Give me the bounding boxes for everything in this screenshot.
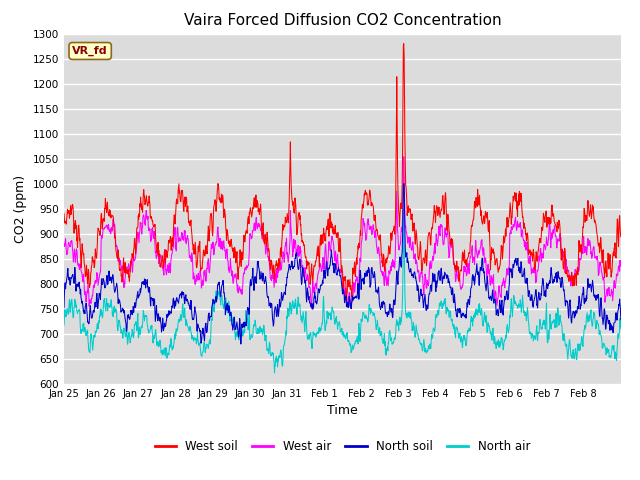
Legend: West soil, West air, North soil, North air: West soil, West air, North soil, North a… (150, 435, 535, 458)
Text: VR_fd: VR_fd (72, 46, 108, 56)
Title: Vaira Forced Diffusion CO2 Concentration: Vaira Forced Diffusion CO2 Concentration (184, 13, 501, 28)
Y-axis label: CO2 (ppm): CO2 (ppm) (14, 175, 28, 243)
X-axis label: Time: Time (327, 405, 358, 418)
